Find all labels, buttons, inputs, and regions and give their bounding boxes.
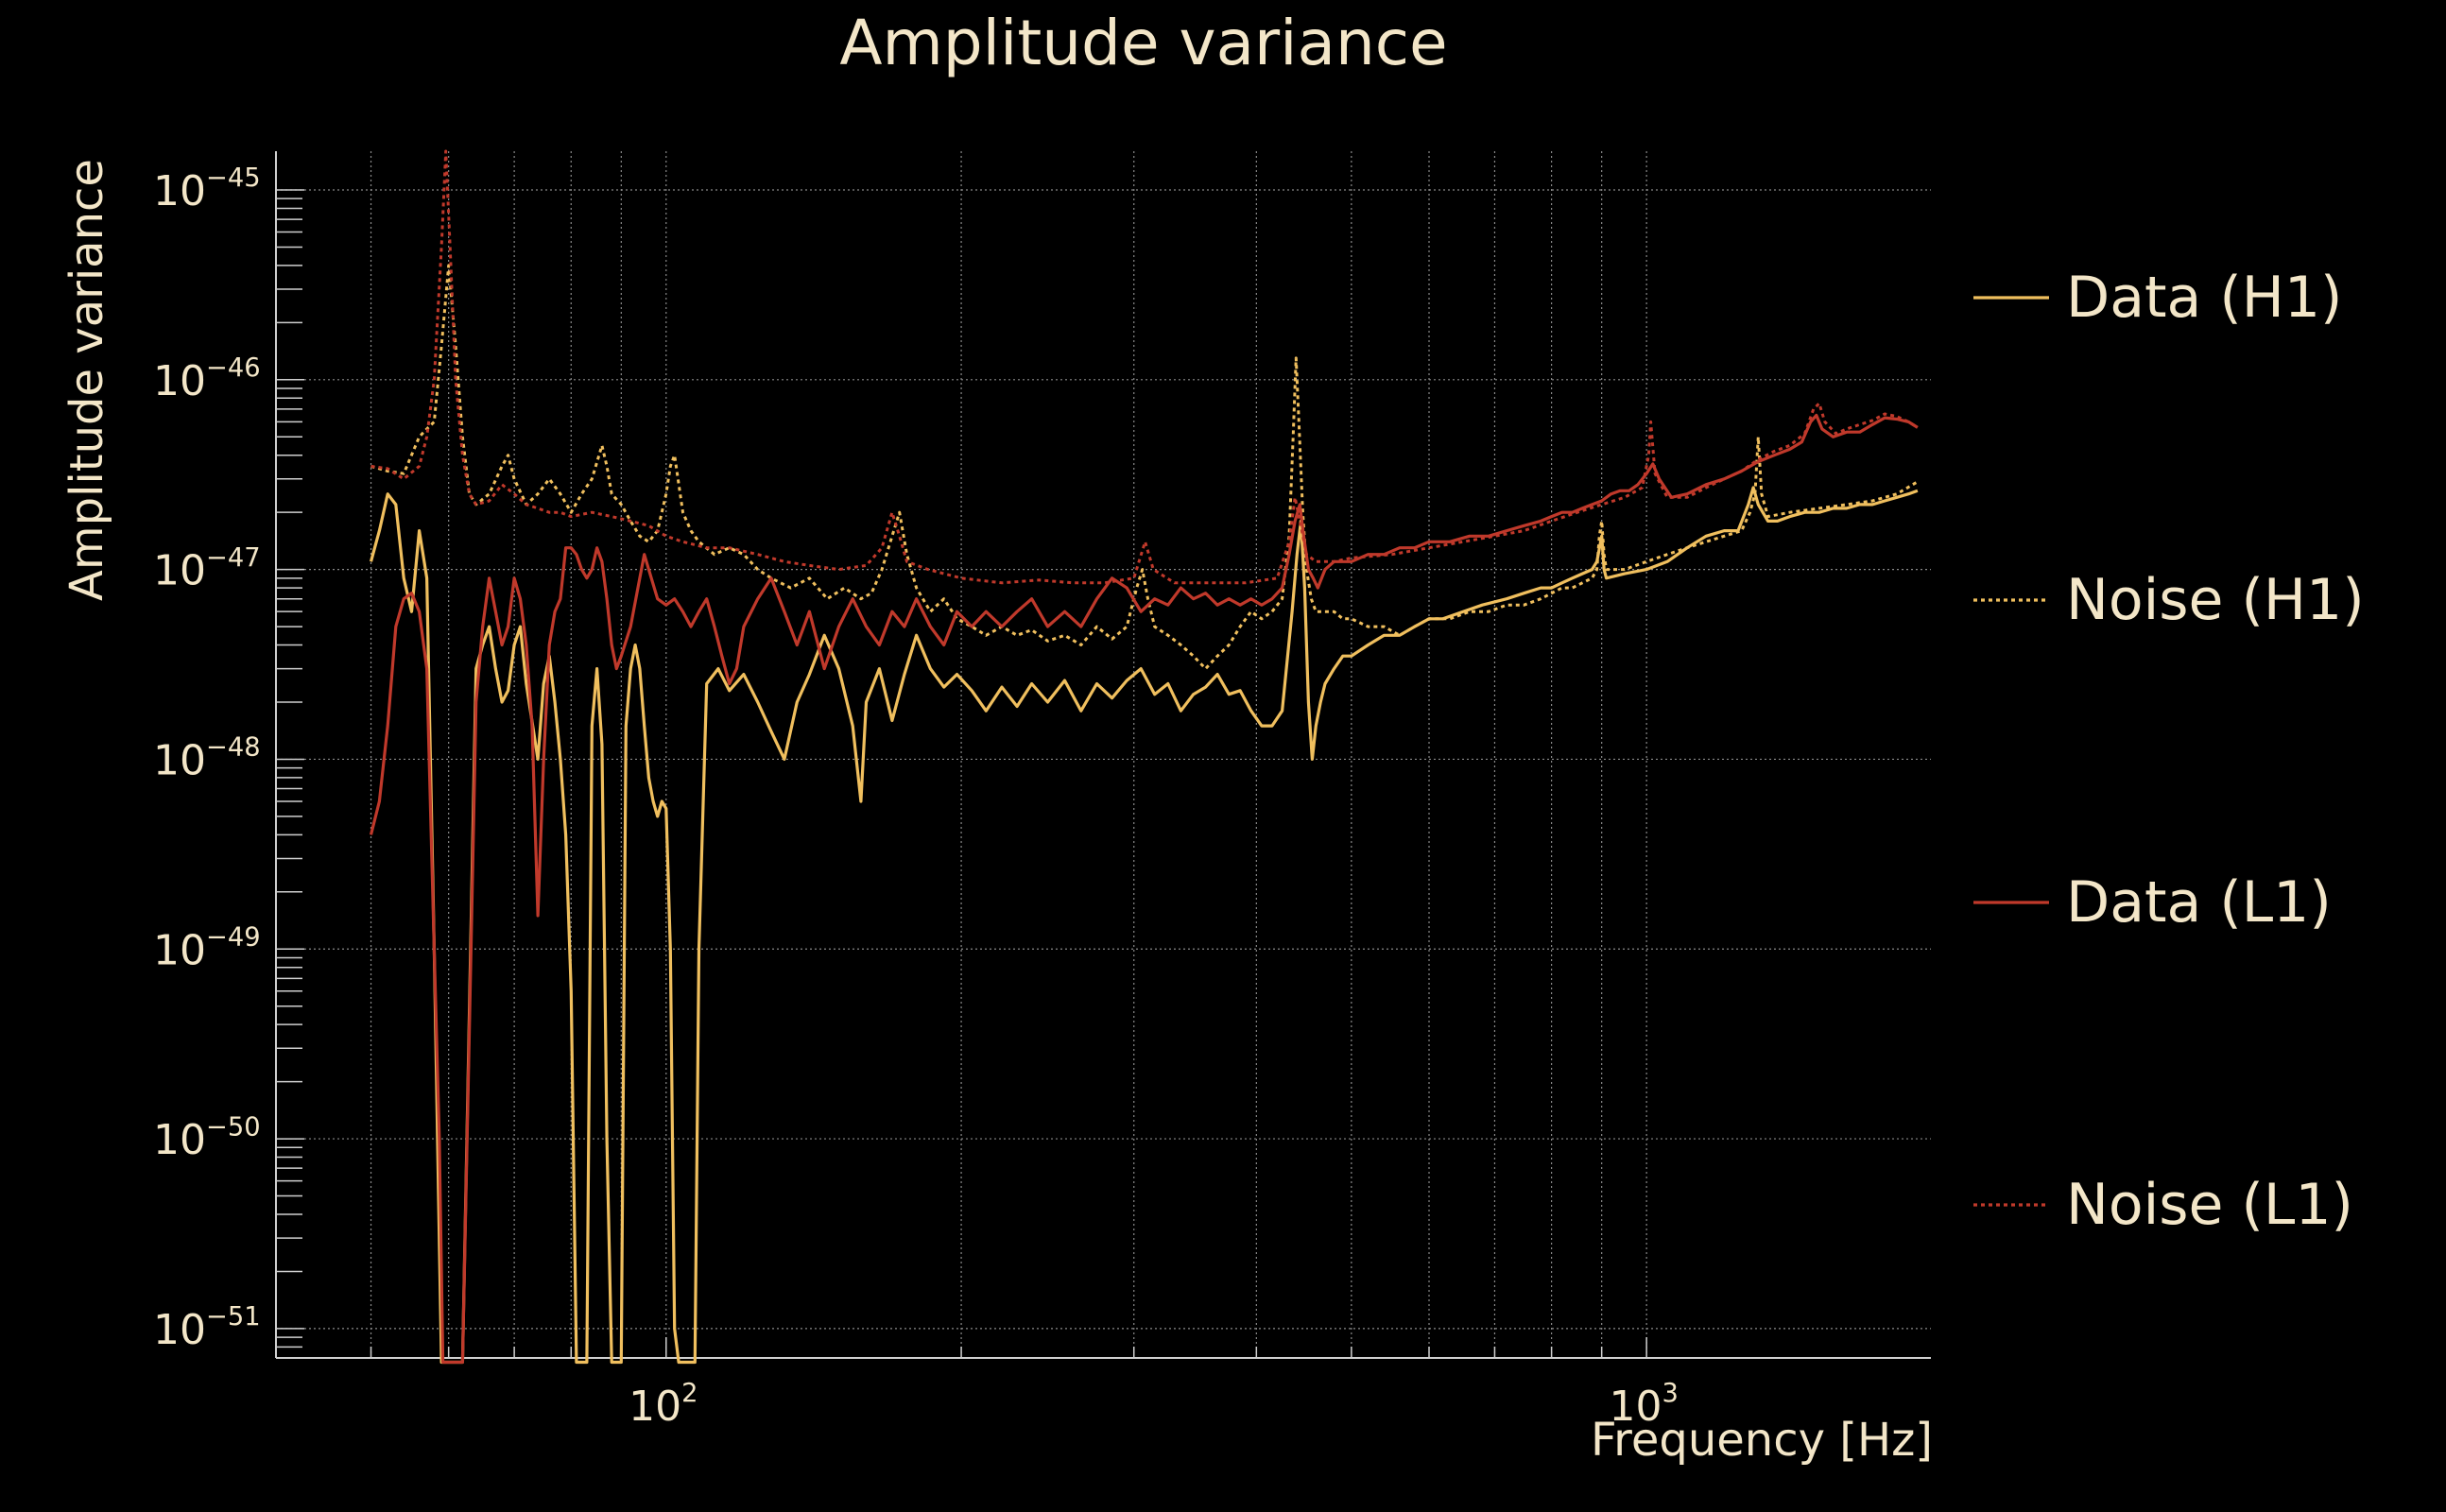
y-tick-label: 10−45	[153, 163, 261, 215]
y-axis-label: Amplitude variance	[60, 159, 113, 601]
legend-label-1: Data (H1)	[2066, 265, 2342, 331]
x-axis-label: Frequency [Hz]	[1591, 1414, 1933, 1467]
y-tick-label: 10−46	[153, 353, 261, 405]
series-line-3	[369, 413, 1919, 1365]
y-tick-label: 10−49	[153, 922, 261, 974]
tick-labels: 10−45 10−46 10−47 10−48 10−49 10−50 10−51 102 10…	[153, 163, 1679, 1431]
legend: Data (H1) Noise (H1) Data (L1) Noise (L1)	[1973, 265, 2365, 1238]
x-tick-label: 102	[629, 1379, 698, 1431]
chart-title: Amplitude variance	[839, 7, 1447, 79]
y-tick-label: 10−50	[153, 1112, 261, 1164]
legend-label-2: Noise (H1)	[2066, 567, 2365, 633]
series-layer	[369, 149, 1919, 1365]
legend-label-4: Noise (L1)	[2066, 1172, 2353, 1238]
x-tick-label: 103	[1609, 1379, 1678, 1431]
grid-lines	[275, 151, 1931, 1358]
series-line-1	[369, 486, 1919, 1365]
axes	[275, 151, 1931, 1359]
series-line-2	[370, 264, 1919, 671]
legend-label-3: Data (L1)	[2066, 869, 2332, 936]
y-tick-label: 10−47	[153, 543, 261, 595]
series-line-4	[370, 149, 1919, 585]
tick-marks	[275, 189, 1647, 1359]
y-tick-label: 10−48	[153, 733, 261, 785]
y-tick-label: 10−51	[153, 1302, 261, 1354]
